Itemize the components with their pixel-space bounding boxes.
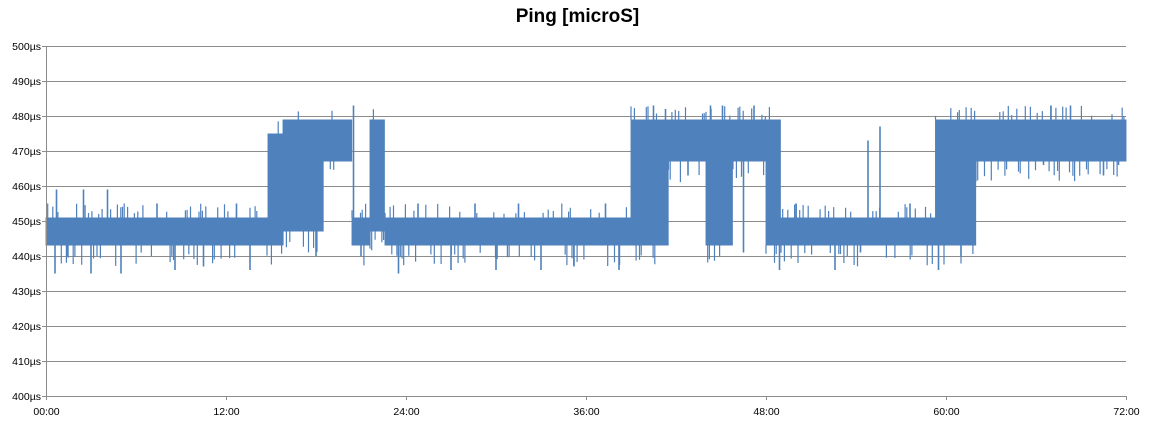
ping-series [45,105,1127,274]
series-jitter [975,105,1125,182]
y-tick-label: 400µs [12,391,41,403]
y-axis-tick-labels: 400µs 410µs 420µs 430µs 440µs 450µs 460µs 470µs… [12,41,41,403]
series-band [780,217,936,246]
y-tick-label: 410µs [12,356,41,368]
series-jitter [282,111,318,253]
series-segment [934,107,977,265]
series-jitter [630,106,658,265]
y-tick-label: 500µs [12,41,41,53]
series-segment [282,111,324,253]
y-tick-label: 450µs [12,216,41,228]
series-segment [780,203,936,267]
series-segment [765,107,781,263]
series-segment [667,107,707,183]
chart-title: Ping [microS] [515,6,640,27]
series-jitter [667,107,705,183]
x-tick-label: 48:00 [753,406,779,418]
series-jitter [47,203,268,266]
y-tick-label: 460µs [12,181,41,193]
series-segment [267,121,283,265]
axes [42,46,1127,400]
series-jitter [732,106,766,178]
series-segment [630,106,669,265]
x-tick-label: 72:00 [1113,406,1139,418]
x-axis-tick-labels: 00:00 12:00 24:00 36:00 48:00 60:00 72:00 [33,406,1139,418]
series-band [975,119,1127,162]
y-tick-label: 480µs [12,111,41,123]
series-jitter [270,121,283,265]
series-band [935,119,977,246]
series-band [323,119,353,162]
series-jitter [369,109,385,251]
series-band [705,119,733,246]
y-tick-label: 470µs [12,146,41,158]
x-tick-label: 00:00 [33,406,59,418]
series-jitter [329,110,335,170]
series-band [351,217,370,246]
x-tick-label: 12:00 [213,406,239,418]
series-band [45,217,269,246]
series-segment [705,106,733,263]
x-tick-label: 60:00 [933,406,959,418]
series-band [630,119,669,246]
series-band [765,119,781,246]
series-band [267,133,283,246]
y-tick-label: 430µs [12,286,41,298]
series-jitter [780,203,933,267]
series-band [369,119,385,232]
series-segment [975,105,1127,182]
series-segment [351,203,370,266]
series-band [282,119,324,232]
series-segment [732,106,766,178]
series-band [384,217,631,246]
series-jitter [765,107,777,263]
series-band [668,119,707,162]
series-segment [45,203,269,266]
y-tick-label: 440µs [12,251,41,263]
x-tick-label: 24:00 [393,406,419,418]
y-tick-label: 490µs [12,76,41,88]
y-tick-label: 420µs [12,321,41,333]
x-tick-label: 36:00 [573,406,599,418]
series-segment [369,109,385,251]
series-jitter [351,203,367,266]
series-segment [323,110,353,170]
series-band [732,119,766,162]
